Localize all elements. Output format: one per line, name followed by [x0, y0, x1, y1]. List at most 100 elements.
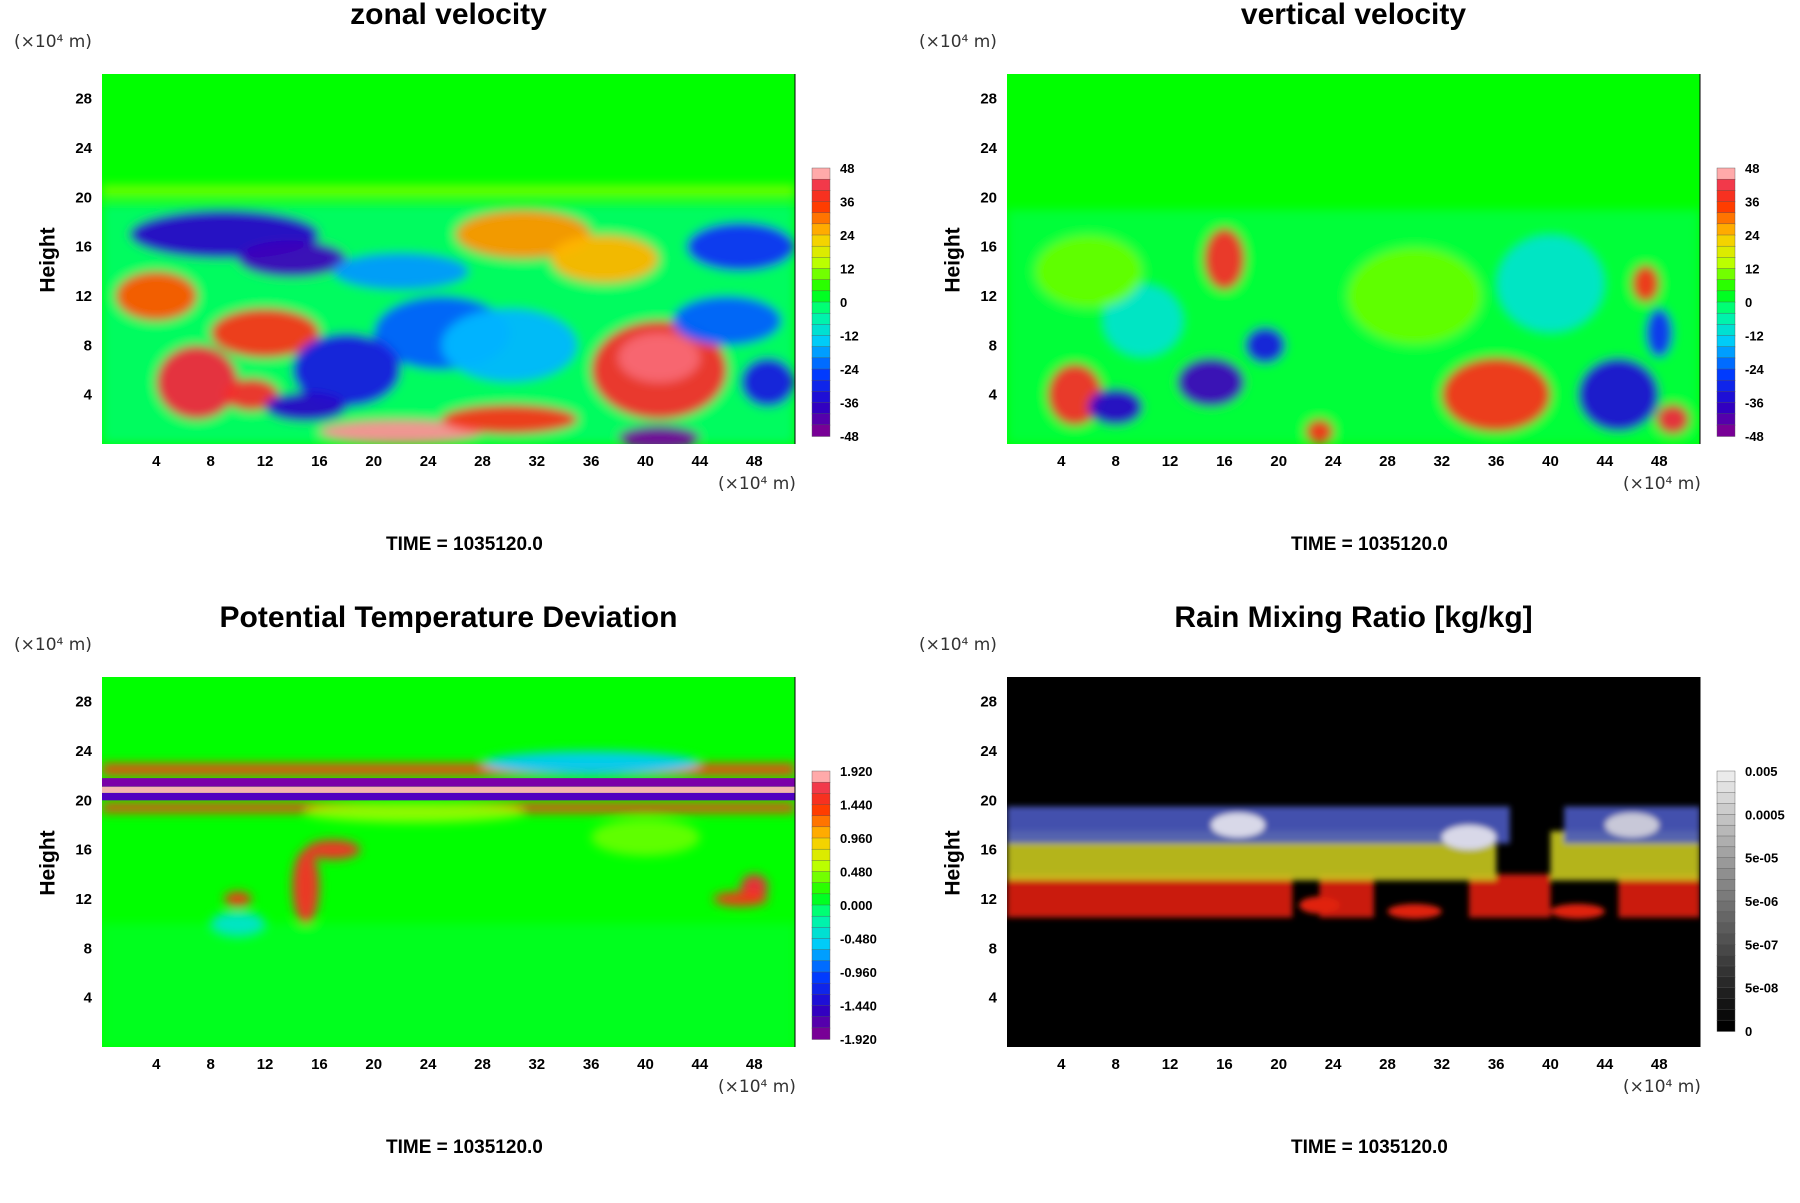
colorbar-tick-label: -12 — [1745, 329, 1764, 344]
colorbar-segment — [1716, 268, 1736, 281]
rain-patch — [1441, 825, 1497, 850]
colorbar-tick-label: 12 — [1745, 262, 1759, 277]
x-axis-unit: (×10⁴ m) — [1623, 474, 1701, 494]
field-layer — [102, 923, 795, 1047]
colorbar-segment — [811, 994, 831, 1007]
colorbar-segment — [811, 882, 831, 895]
colorbar-tick-label: 0 — [840, 295, 847, 310]
rain-band — [1469, 874, 1551, 918]
field-blob — [455, 209, 592, 259]
rain-patch — [1210, 812, 1266, 838]
colorbar-segment — [1716, 368, 1736, 381]
x-tick-label: 24 — [420, 1056, 437, 1073]
x-tick-label: 28 — [1379, 1056, 1396, 1073]
y-tick-label: 8 — [989, 940, 997, 957]
colorbar-segment — [811, 312, 831, 326]
colorbar-segment — [811, 860, 831, 873]
colorbar-segment — [811, 368, 831, 381]
colorbar-tick-label: -24 — [1745, 362, 1765, 377]
field-blob — [618, 333, 700, 383]
colorbar-tick-label: 36 — [840, 195, 854, 210]
colorbar-segment — [811, 804, 831, 817]
y-tick-label: 8 — [84, 940, 92, 957]
field-blob — [1305, 419, 1334, 444]
x-tick-label: 16 — [1216, 453, 1233, 470]
x-tick-label: 28 — [474, 453, 491, 470]
colorbar-segment — [1716, 379, 1736, 393]
time-label: TIME = 1035120.0 — [386, 534, 543, 555]
colorbar-segment — [811, 837, 831, 850]
x-tick-label: 36 — [583, 453, 600, 470]
rain-patch — [1387, 903, 1442, 919]
y-tick-label: 24 — [980, 140, 997, 157]
x-tick-label: 12 — [1162, 453, 1179, 470]
colorbar-segment — [811, 413, 831, 426]
field-blob — [115, 271, 198, 321]
chart-title: Potential Temperature Deviation — [219, 601, 678, 634]
colorbar-segment — [1716, 1019, 1736, 1032]
field-blob — [686, 222, 795, 272]
x-tick-label: 8 — [207, 1056, 215, 1073]
x-tick-label: 28 — [1379, 453, 1396, 470]
colorbar-segment — [1716, 803, 1736, 816]
colorbar-tick-label: 1.440 — [840, 798, 873, 813]
colorbar-segment — [1716, 879, 1736, 891]
field-blob — [265, 392, 347, 422]
y-tick-label: 16 — [75, 239, 92, 256]
chart-title: zonal velocity — [350, 0, 547, 31]
colorbar-segment — [811, 927, 831, 940]
field-blob — [1102, 283, 1184, 358]
colorbar-segment — [1716, 424, 1736, 437]
colorbar-segment — [811, 1016, 831, 1029]
x-tick-label: 28 — [474, 1056, 491, 1073]
x-tick-label: 12 — [1162, 1056, 1179, 1073]
colorbar-segment — [811, 346, 831, 359]
colorbar-segment — [811, 424, 831, 437]
field-blob — [224, 378, 279, 411]
y-tick-label: 12 — [980, 288, 997, 305]
colorbar-segment — [1716, 911, 1736, 924]
rain-patch — [1299, 896, 1340, 914]
field-blob — [1441, 357, 1551, 432]
colorbar-segment — [811, 357, 831, 370]
field-blob — [713, 891, 768, 907]
colorbar-tick-label: 0.480 — [840, 865, 873, 880]
colorbar-tick-label: 12 — [840, 262, 854, 277]
field-blob — [1577, 357, 1660, 432]
field-blob — [1034, 234, 1143, 309]
colorbar-tick-label: 1.920 — [840, 764, 873, 779]
x-tick-label: 20 — [1270, 453, 1287, 470]
y-tick-label: 20 — [980, 792, 997, 809]
x-tick-label: 16 — [311, 453, 328, 470]
colorbar-tick-label: 0 — [1745, 1024, 1752, 1039]
colorbar-segment — [1716, 335, 1736, 348]
chart-panel-3: Potential Temperature Deviation (×10⁴ m) H… — [0, 601, 900, 1203]
colorbar-segment — [811, 1005, 831, 1018]
colorbar-segment — [1716, 846, 1736, 859]
field-blob — [210, 308, 320, 358]
colorbar-tick-label: 0 — [1745, 295, 1752, 310]
field-blob — [1632, 265, 1660, 303]
colorbar-segment — [811, 190, 831, 203]
x-tick-label: 36 — [1488, 453, 1505, 470]
y-tick-label: 16 — [980, 842, 997, 859]
colorbar-tick-label: 48 — [1745, 161, 1759, 176]
colorbar-tick-label: -36 — [1745, 396, 1764, 411]
colorbar-segment — [1716, 900, 1736, 913]
colorbar-segment — [1716, 954, 1736, 967]
colorbar-segment — [811, 949, 831, 962]
colorbar-segment — [811, 915, 831, 929]
colorbar-segment — [811, 379, 831, 393]
x-tick-label: 32 — [1433, 453, 1450, 470]
y-tick-label: 4 — [989, 387, 998, 404]
colorbar-tick-label: 5e-06 — [1745, 894, 1778, 909]
field-blob — [1204, 228, 1245, 290]
x-tick-label: 32 — [528, 1056, 545, 1073]
colorbar-tick-label: -1.920 — [840, 1032, 877, 1047]
x-tick-label: 48 — [1651, 1056, 1668, 1073]
x-tick-label: 40 — [1542, 1056, 1559, 1073]
band-purple — [102, 792, 795, 801]
colorbar-segment — [811, 938, 831, 951]
field-blob — [1176, 357, 1245, 408]
chart-panel-4: Rain Mixing Ratio [kg/kg] (×10⁴ m) Height(… — [905, 601, 1800, 1203]
